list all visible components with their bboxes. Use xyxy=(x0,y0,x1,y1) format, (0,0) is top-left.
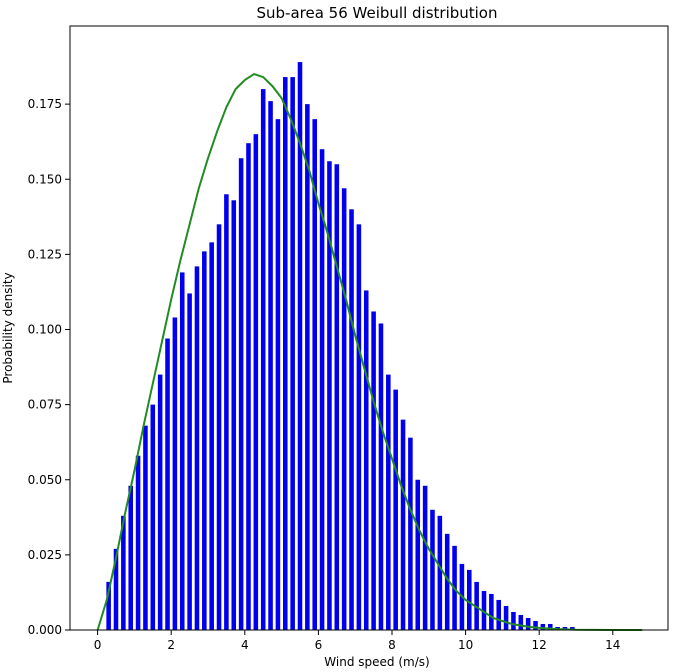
histogram-bar xyxy=(106,581,111,630)
histogram-bar xyxy=(349,209,354,631)
histogram-bar xyxy=(224,194,229,630)
histogram-bar xyxy=(525,617,531,630)
histogram-bar xyxy=(386,374,391,630)
x-tick-label: 6 xyxy=(315,638,323,652)
histogram-bar xyxy=(415,479,421,630)
x-tick-label: 0 xyxy=(94,638,102,652)
histogram-bar xyxy=(489,593,494,630)
histogram-bar xyxy=(253,134,259,630)
histogram-bar xyxy=(430,509,435,630)
histogram-bar xyxy=(121,515,126,630)
y-tick-label: 0.000 xyxy=(28,623,62,637)
histogram-bar xyxy=(540,623,546,630)
weibull-curve xyxy=(96,72,643,631)
y-tick-label: 0.175 xyxy=(28,97,62,111)
x-axis-ticks: 0 2 4 6 8 10 12 14 xyxy=(94,630,620,652)
histogram-bar xyxy=(275,119,281,631)
histogram-bar xyxy=(518,614,524,630)
histogram-bar xyxy=(533,620,538,630)
y-tick-label: 0.025 xyxy=(28,548,62,562)
histogram-bar xyxy=(268,101,273,631)
histogram-bar xyxy=(128,485,133,630)
histogram-bar xyxy=(202,251,207,630)
histogram-bar xyxy=(283,77,288,630)
histogram-bar xyxy=(297,62,303,631)
y-tick-label: 0.075 xyxy=(28,398,62,412)
x-tick-label: 8 xyxy=(388,638,396,652)
y-tick-label: 0.125 xyxy=(28,247,62,261)
histogram-bar xyxy=(437,515,443,630)
x-tick-label: 14 xyxy=(605,638,620,652)
histogram-bar xyxy=(187,293,192,630)
histogram-bar xyxy=(400,419,406,630)
histogram-bar xyxy=(246,143,251,630)
histogram-bar xyxy=(356,224,362,630)
histogram-bar xyxy=(179,272,185,630)
histogram-bar xyxy=(231,200,237,631)
histogram-bar xyxy=(511,611,516,630)
histogram-bar xyxy=(334,164,340,631)
x-tick-label: 2 xyxy=(167,638,175,652)
histogram-bar xyxy=(157,374,163,630)
histogram-bar xyxy=(547,623,553,630)
y-tick-label: 0.150 xyxy=(28,172,62,186)
histogram-bar xyxy=(165,338,170,630)
y-tick-label: 0.100 xyxy=(28,323,62,337)
histogram-bar xyxy=(327,161,332,630)
histogram-bar xyxy=(570,627,575,630)
histogram-bar xyxy=(474,581,479,630)
histogram-bar xyxy=(319,149,325,630)
x-axis-label: Wind speed (m/s) xyxy=(324,655,429,669)
histogram-bar xyxy=(444,533,450,630)
histogram-bar xyxy=(378,323,384,630)
histogram-bar xyxy=(363,290,369,630)
histogram-bar xyxy=(481,590,487,630)
histogram-bar xyxy=(150,404,156,630)
histogram-bar xyxy=(312,119,317,631)
histogram-bar xyxy=(238,158,244,630)
histogram-bar xyxy=(422,485,428,630)
histogram-bar xyxy=(503,605,509,630)
histogram-bar xyxy=(305,104,310,630)
plot-frame xyxy=(69,25,669,631)
histogram-bar xyxy=(408,437,413,630)
y-tick-label: 0.050 xyxy=(28,473,62,487)
chart-title: Sub-area 56 Weibull distribution xyxy=(257,4,498,22)
histogram-bar xyxy=(113,548,119,630)
histogram-bar xyxy=(216,224,222,630)
histogram-bar xyxy=(341,188,347,630)
histogram-bar xyxy=(209,242,214,631)
y-axis-label: Probability density xyxy=(1,272,15,383)
x-tick-label: 4 xyxy=(241,638,249,652)
y-axis-ticks: 0.000 0.025 0.050 0.075 0.100 0.125 0.150 0.175 xyxy=(28,97,70,637)
histogram-bar xyxy=(143,425,148,630)
histogram-bar xyxy=(393,389,398,630)
histogram-bar xyxy=(467,569,472,630)
histogram-bar xyxy=(371,311,376,630)
histogram-bar xyxy=(496,599,501,630)
histogram-bar xyxy=(135,455,141,630)
histogram-bar xyxy=(194,266,200,630)
histogram-bars xyxy=(106,62,575,631)
histogram-bar xyxy=(290,77,295,630)
histogram-bar xyxy=(260,89,266,631)
x-tick-label: 12 xyxy=(532,638,547,652)
histogram-bar xyxy=(172,317,178,630)
x-tick-label: 10 xyxy=(458,638,473,652)
